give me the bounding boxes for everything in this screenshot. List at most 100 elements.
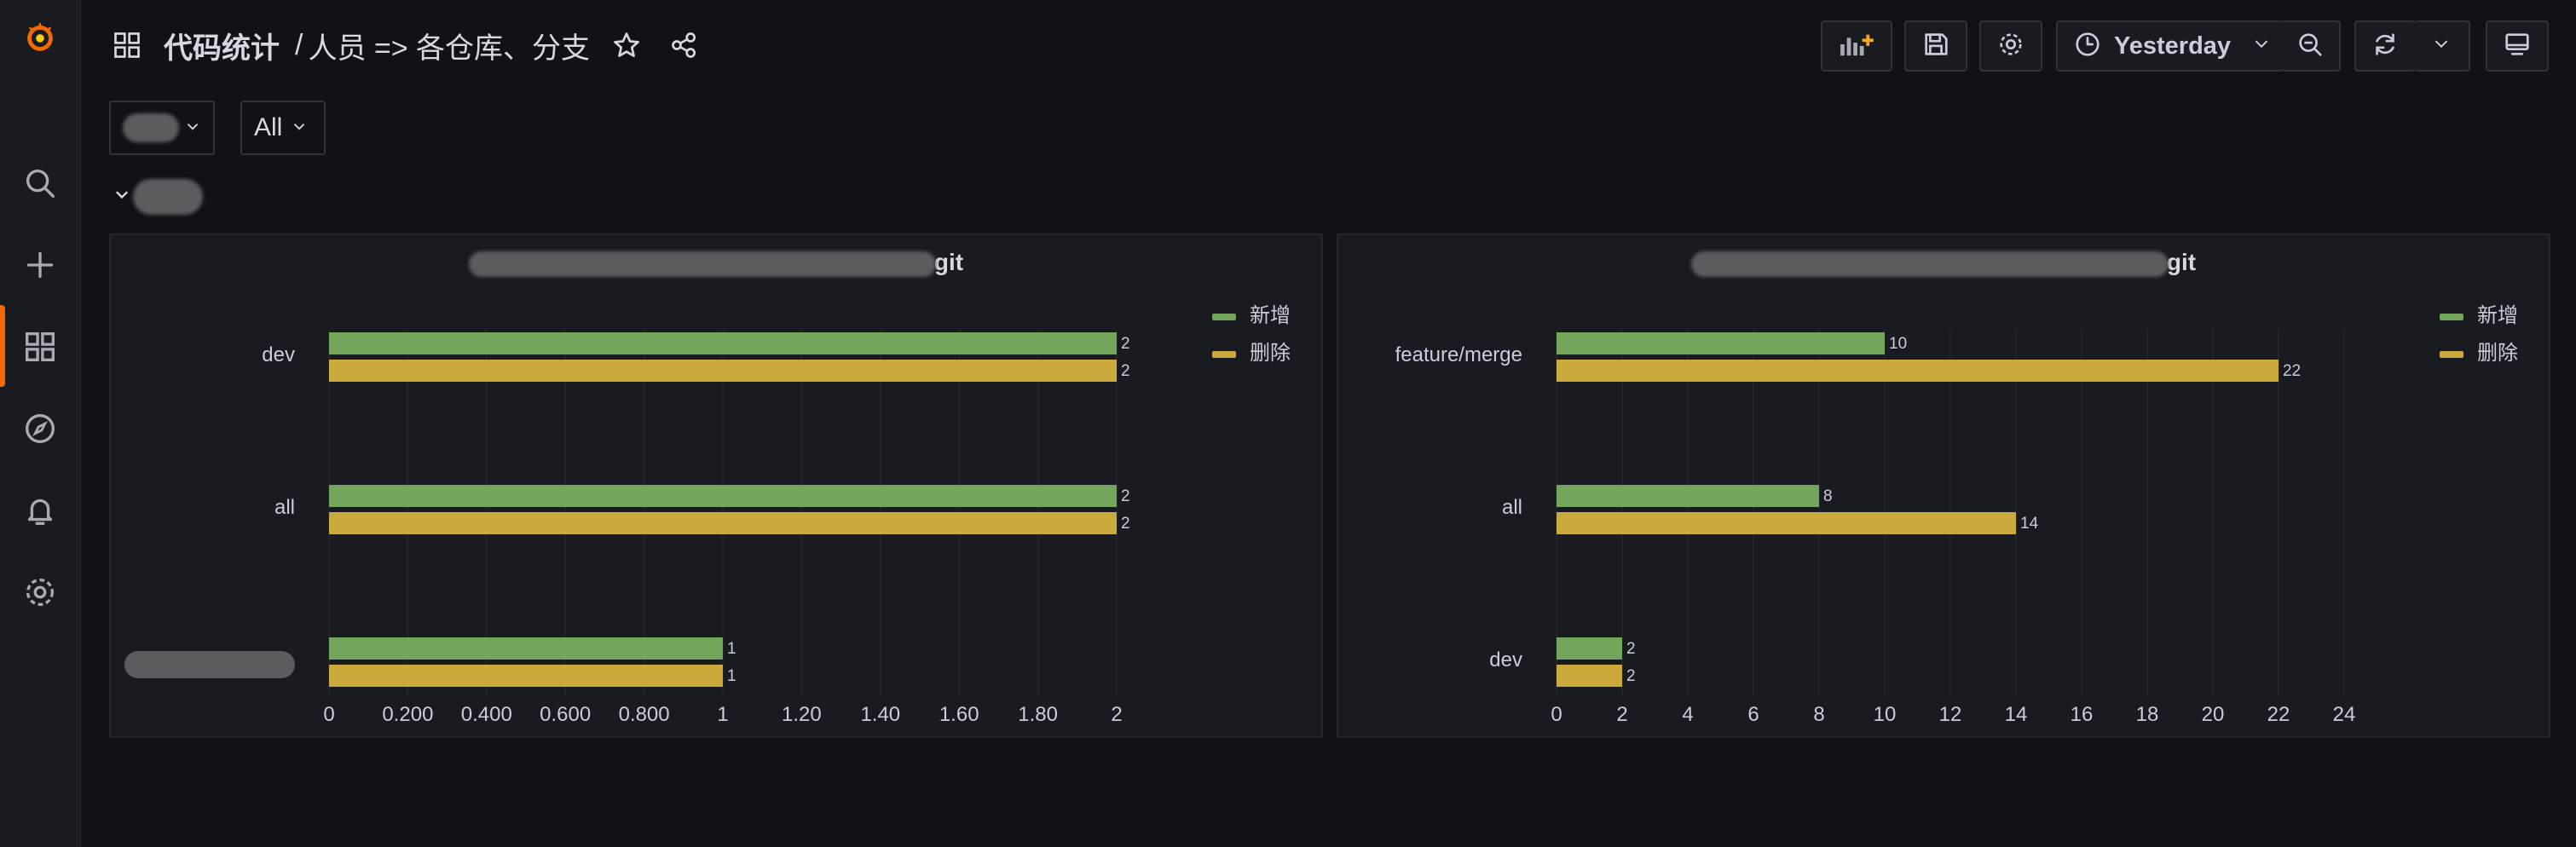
x-tick-label: 1.80 (1018, 703, 1058, 726)
x-tick-label: 1.60 (939, 703, 979, 726)
x-tick-label: 0.400 (461, 703, 512, 726)
redacted-category-label (124, 651, 295, 678)
x-tick-label: 1.40 (860, 703, 900, 726)
x-tick-label: 4 (1682, 703, 1693, 726)
legend-label[interactable]: 新增 (2477, 303, 2518, 327)
time-range-label: Yesterday (2114, 32, 2232, 60)
x-tick-label: 0.600 (540, 703, 591, 726)
variable-select-1[interactable] (109, 101, 215, 155)
category-label: all (274, 496, 295, 519)
time-picker-button[interactable]: Yesterday (2056, 20, 2283, 72)
bar-value-label: 1 (727, 640, 736, 658)
redacted-row-title (133, 179, 203, 215)
grafana-logo-icon[interactable] (17, 14, 63, 60)
x-tick-label: 0.800 (619, 703, 670, 726)
add-panel-button[interactable] (1821, 20, 1892, 72)
category-label: feature/merge (1395, 343, 1522, 366)
redacted-title (468, 251, 936, 277)
bar-value-label: 22 (2283, 362, 2301, 380)
bar-value-label: 2 (1121, 487, 1130, 505)
panel-title-suffix: git (2166, 249, 2197, 275)
variable-value: All (254, 113, 283, 141)
panel-title-suffix: git (933, 249, 964, 275)
active-indicator (0, 305, 5, 387)
category-label: dev (1489, 648, 1522, 671)
variable-select-2[interactable]: All (240, 101, 326, 155)
bar[interactable] (1557, 637, 1622, 660)
legend-label[interactable]: 新增 (1250, 303, 1291, 327)
bar-value-label: 2 (1121, 515, 1130, 533)
x-tick-label: 24 (2333, 703, 2356, 726)
bar[interactable] (329, 637, 723, 660)
x-tick-label: 14 (2005, 703, 2028, 726)
x-tick-label: 18 (2136, 703, 2159, 726)
alerting-icon[interactable] (17, 487, 63, 533)
plus-icon[interactable] (17, 242, 63, 288)
share-icon[interactable] (663, 24, 706, 66)
dashboard-settings-button[interactable] (1979, 20, 2042, 72)
category-label: all (1502, 496, 1522, 519)
x-tick-label: 16 (2071, 703, 2094, 726)
legend-label[interactable]: 删除 (2477, 341, 2518, 365)
refresh-interval-picker[interactable] (2414, 20, 2470, 72)
dashboard-title[interactable]: 人员 => 各仓库、分支 (308, 32, 591, 65)
search-icon[interactable] (17, 160, 63, 206)
bar-value-label: 8 (1823, 487, 1833, 505)
x-tick-label: 2 (1111, 703, 1122, 726)
legend-swatch (2440, 314, 2463, 320)
bar-value-label: 2 (1121, 335, 1130, 353)
chevron-down-icon (184, 113, 201, 142)
bar[interactable] (1557, 360, 2279, 382)
star-icon[interactable] (605, 24, 648, 66)
legend-swatch (1212, 314, 1236, 320)
bar[interactable] (1557, 512, 2016, 534)
row-collapse-toggle[interactable] (113, 179, 203, 215)
explore-icon[interactable] (17, 406, 63, 452)
zoom-out-icon (2296, 30, 2325, 63)
bar[interactable] (1557, 485, 1819, 507)
bar-value-label: 10 (1889, 335, 1907, 353)
bar[interactable] (1557, 332, 1885, 354)
zoom-out-button[interactable] (2281, 20, 2341, 72)
x-tick-label: 20 (2202, 703, 2225, 726)
gear-icon (1996, 30, 2025, 63)
bar[interactable] (329, 485, 1117, 507)
panel-1: git 0 0.200 0.400 0.600 0.800 1 1.20 1.40 1.60 1.… (109, 233, 1323, 738)
folder-link[interactable]: 代码统计 (164, 32, 280, 65)
top-navbar: 代码统计 / 人员 => 各仓库、分支 Yesterday (80, 0, 2576, 92)
panel-2: git 0 2 4 6 8 10 12 14 16 18 20 22 24 feature/merge 10… (1337, 233, 2550, 738)
legend-swatch (1212, 351, 1236, 358)
bar[interactable] (1557, 665, 1622, 687)
add-panel-icon (1836, 30, 1877, 63)
bar-chart-1: 0 0.200 0.400 0.600 0.800 1 1.20 1.40 1.60 1.80 2 d… (124, 303, 1291, 726)
breadcrumb: 代码统计 / 人员 => 各仓库、分支 (106, 24, 706, 66)
x-tick-label: 8 (1813, 703, 1824, 726)
bar[interactable] (329, 665, 723, 687)
legend-swatch (2440, 351, 2463, 358)
panel-title[interactable]: git (111, 249, 1321, 277)
bar[interactable] (329, 332, 1117, 354)
bar[interactable] (329, 360, 1117, 382)
legend-label[interactable]: 删除 (1250, 341, 1291, 365)
save-icon (1921, 30, 1950, 63)
bar-value-label: 2 (1626, 667, 1636, 685)
save-dashboard-button[interactable] (1904, 20, 1967, 72)
tv-mode-button[interactable] (2486, 20, 2549, 72)
refresh-button[interactable] (2354, 20, 2416, 72)
bar[interactable] (329, 512, 1117, 534)
x-tick-label: 6 (1747, 703, 1759, 726)
dashboards-icon[interactable] (17, 324, 63, 370)
x-tick-label: 0 (1551, 703, 1562, 726)
x-tick-label: 22 (2267, 703, 2290, 726)
chevron-down-icon (291, 113, 308, 142)
tv-mode-icon (2503, 30, 2532, 63)
category-label: dev (262, 343, 295, 366)
dashboards-icon (106, 24, 148, 66)
bar-value-label: 14 (2020, 515, 2039, 533)
x-tick-label: 1 (717, 703, 728, 726)
clock-icon (2073, 30, 2102, 63)
settings-icon[interactable] (17, 569, 63, 615)
bar-value-label: 1 (727, 667, 736, 685)
panel-title[interactable]: git (1338, 249, 2549, 277)
